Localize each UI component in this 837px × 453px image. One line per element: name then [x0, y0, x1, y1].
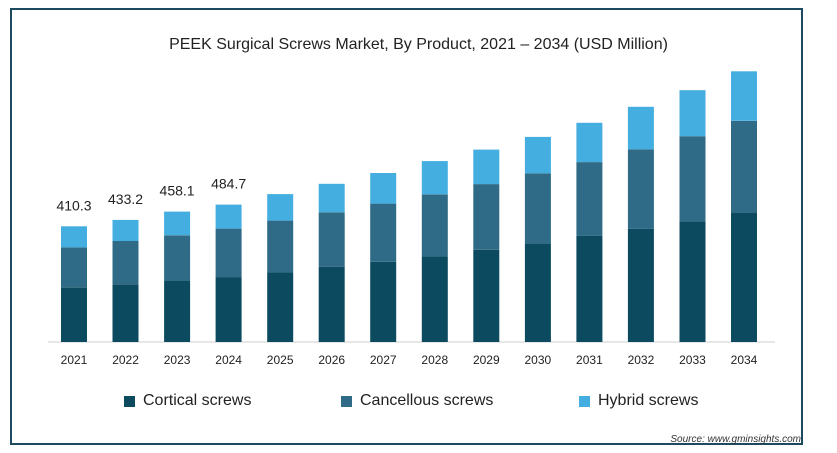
bar-2034-cortical-screws	[731, 212, 757, 342]
value-label-2021: 410.3	[56, 197, 91, 213]
bar-2031-cortical-screws	[576, 235, 603, 342]
bar-2034-hybrid-screws	[731, 71, 757, 121]
bar-2032-cortical-screws	[627, 228, 654, 342]
bar-2025-cortical-screws	[267, 272, 294, 342]
x-tick-2030: 2030	[525, 353, 552, 367]
value-labels: 410.3 433.2 458.1 484.7	[56, 176, 246, 214]
legend-swatch-hybrid	[579, 395, 590, 407]
bar-2031-cancellous-screws	[576, 162, 603, 236]
x-tick-2031: 2031	[576, 353, 603, 367]
bar-2033-cortical-screws	[679, 221, 706, 342]
x-tick-2032: 2032	[628, 353, 655, 367]
bar-2025-hybrid-screws	[267, 194, 294, 221]
value-label-2022: 433.2	[108, 191, 143, 207]
value-label-2024: 484.7	[211, 176, 246, 192]
bar-2023-hybrid-screws	[164, 211, 191, 236]
bar-2030-cortical-screws	[524, 243, 551, 342]
legend-item-cancellous: Cancellous screws	[341, 392, 493, 410]
bar-2032-cancellous-screws	[627, 149, 654, 229]
bar-2030-hybrid-screws	[524, 136, 551, 174]
bar-2024-hybrid-screws	[215, 204, 242, 229]
x-tick-2027: 2027	[370, 353, 397, 367]
bar-2030-cancellous-screws	[524, 173, 551, 244]
bar-2026-cortical-screws	[318, 266, 345, 342]
legend-item-hybrid: Hybrid screws	[579, 392, 698, 410]
legend-label-hybrid: Hybrid screws	[598, 392, 699, 409]
bar-2032-hybrid-screws	[627, 106, 654, 150]
bar-2026-hybrid-screws	[318, 183, 345, 213]
x-tick-2024: 2024	[215, 353, 242, 367]
legend: Cortical screws Cancellous screws Hybrid…	[0, 392, 837, 414]
bar-2033-hybrid-screws	[679, 90, 706, 137]
bar-2024-cortical-screws	[215, 277, 242, 342]
bar-2033-cancellous-screws	[679, 136, 706, 222]
bar-2023-cortical-screws	[164, 281, 191, 342]
bar-2027-cancellous-screws	[370, 203, 397, 262]
legend-label-cortical: Cortical screws	[143, 392, 252, 409]
bar-2021-hybrid-screws	[61, 226, 87, 248]
legend-item-cortical: Cortical screws	[124, 392, 251, 410]
source-note: Source: www.gminsights.com	[670, 434, 801, 445]
chart-title: PEEK Surgical Screws Market, By Product,…	[169, 36, 668, 53]
bar-2022-cancellous-screws	[112, 241, 139, 285]
value-label-2023: 458.1	[160, 183, 195, 199]
bar-2026-cancellous-screws	[318, 212, 345, 267]
x-tick-labels: 2021 2022 2023 2024 2025 2026 2027 2028 2029 2030…	[61, 353, 758, 367]
x-tick-2021: 2021	[61, 353, 88, 367]
bar-2029-cancellous-screws	[473, 184, 500, 250]
bar-2021-cancellous-screws	[61, 247, 87, 288]
bar-2028-cortical-screws	[421, 256, 448, 342]
legend-label-cancellous: Cancellous screws	[360, 392, 494, 409]
legend-swatch-cancellous	[341, 395, 352, 407]
bar-2034-cancellous-screws	[731, 120, 757, 213]
chart-frame	[10, 8, 803, 445]
bar-2027-hybrid-screws	[370, 173, 397, 204]
bar-2028-cancellous-screws	[421, 194, 448, 257]
bar-2022-hybrid-screws	[112, 219, 139, 241]
bar-2031-hybrid-screws	[576, 122, 603, 163]
x-tick-2034: 2034	[731, 353, 758, 367]
x-tick-2026: 2026	[318, 353, 345, 367]
x-tick-2033: 2033	[679, 353, 706, 367]
bar-2023-cancellous-screws	[164, 235, 191, 281]
bar-2029-hybrid-screws	[473, 149, 500, 185]
bar-2027-cortical-screws	[370, 261, 397, 342]
x-tick-2025: 2025	[267, 353, 294, 367]
bar-2025-cancellous-screws	[267, 220, 294, 273]
x-tick-2023: 2023	[164, 353, 191, 367]
bar-2028-hybrid-screws	[421, 161, 448, 195]
bar-2029-cortical-screws	[473, 250, 500, 342]
x-tick-2022: 2022	[112, 353, 139, 367]
bar-2021-cortical-screws	[61, 287, 87, 342]
bar-group	[61, 71, 757, 342]
x-tick-2028: 2028	[421, 353, 448, 367]
bar-2024-cancellous-screws	[215, 228, 242, 278]
x-tick-2029: 2029	[473, 353, 500, 367]
bar-2022-cortical-screws	[112, 284, 139, 342]
legend-swatch-cortical	[124, 395, 135, 407]
